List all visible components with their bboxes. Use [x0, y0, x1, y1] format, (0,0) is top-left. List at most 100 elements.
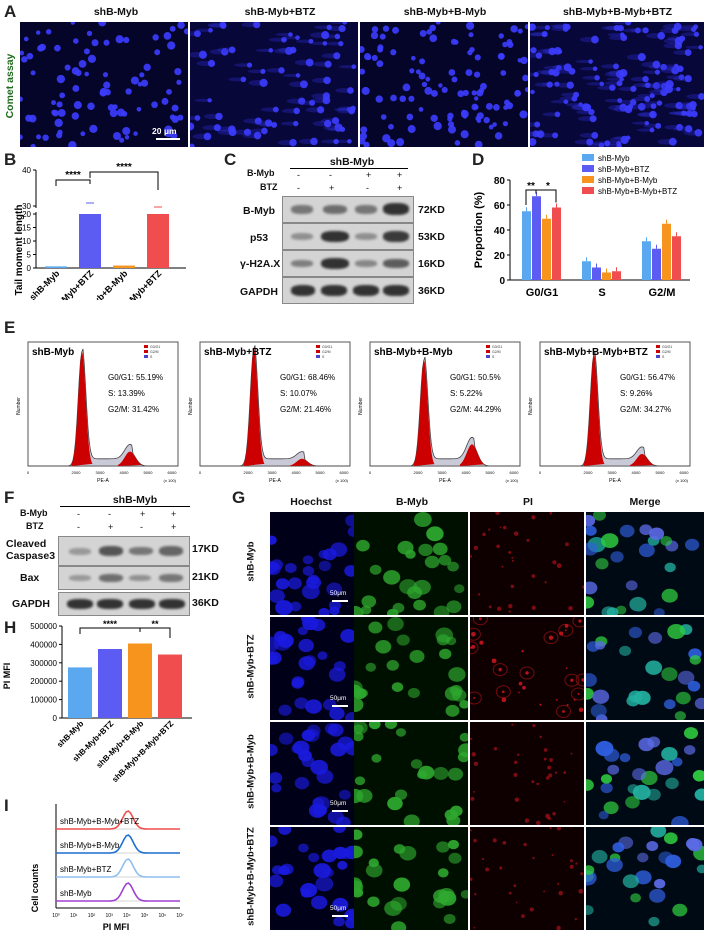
- comet-nucleus: [80, 131, 86, 137]
- comet-nucleus: [119, 137, 125, 143]
- sig-label: *: [546, 181, 550, 192]
- pi-nucleus: [571, 687, 584, 701]
- pi-speckle: [473, 790, 475, 793]
- comet-nucleus: [288, 32, 293, 37]
- comet-nucleus: [140, 79, 149, 87]
- cell-nucleus: [460, 890, 468, 899]
- cell-nucleus: [648, 631, 663, 644]
- pi-speckle: [531, 605, 536, 610]
- comet-nucleus: [617, 98, 623, 104]
- legend-label: shB-Myb+B-Myb+BTZ: [598, 187, 677, 196]
- sign: -: [140, 522, 143, 532]
- comet-nucleus: [264, 119, 273, 127]
- cell-nucleus: [645, 660, 663, 675]
- pi-speckle: [513, 772, 518, 778]
- micrograph: [270, 512, 354, 615]
- sign: -: [77, 522, 80, 532]
- cell-nucleus: [586, 542, 598, 556]
- chart-i-xlabel: PI MFI: [103, 922, 130, 932]
- legend-swatch: [582, 187, 594, 194]
- bar: [532, 196, 541, 280]
- cell-nucleus: [677, 670, 695, 685]
- pi-nucleus: [572, 617, 584, 628]
- cell-nucleus: [300, 888, 312, 898]
- cell-nucleus: [648, 916, 660, 927]
- cell-nucleus: [610, 551, 624, 563]
- x-tick-label: S: [598, 287, 605, 299]
- cell-nucleus: [448, 852, 462, 864]
- cell-nucleus: [391, 682, 404, 692]
- comet-nucleus: [68, 140, 77, 147]
- bar: [582, 261, 591, 280]
- comet-nucleus: [324, 60, 332, 68]
- y-tick-label: 60: [494, 201, 506, 212]
- comet-nucleus: [637, 102, 646, 111]
- comet-nucleus: [136, 106, 142, 112]
- comet-nucleus: [278, 67, 285, 74]
- pi-speckle: [496, 544, 500, 549]
- legend-swatch: [144, 355, 148, 358]
- comet-nucleus: [171, 104, 179, 112]
- pi-speckle: [491, 658, 497, 664]
- scale-bar-label: 50μm: [330, 905, 347, 912]
- pi-speckle: [556, 563, 562, 569]
- comet-assay-side-label: Comet assay: [4, 53, 16, 119]
- pi-speckle: [551, 854, 554, 857]
- g0g1-peak: [71, 352, 93, 466]
- pi-speckle: [508, 891, 512, 895]
- y-tick-label: 0: [53, 714, 58, 723]
- scale-bar: [332, 810, 348, 812]
- g0g1-value: G0/G1: 50.5%: [450, 373, 501, 382]
- cell-nucleus: [661, 746, 678, 761]
- sign: -: [297, 183, 300, 193]
- legend-label: G0/G1: [322, 345, 332, 349]
- legend-label: G0/G1: [662, 345, 672, 349]
- comet-nucleus: [492, 122, 497, 127]
- cell-nucleus: [345, 918, 354, 929]
- pi-speckle: [503, 525, 507, 530]
- comet-nucleus: [390, 49, 397, 56]
- cell-nucleus: [619, 524, 635, 538]
- cell-nucleus: [619, 753, 631, 763]
- comet-nucleus: [89, 124, 98, 133]
- comet-nucleus: [193, 30, 201, 38]
- pi-speckle: [569, 859, 573, 863]
- cell-nucleus: [311, 895, 328, 910]
- comet-nucleus: [682, 111, 687, 116]
- cell-nucleus: [278, 704, 292, 716]
- comet-nucleus: [333, 52, 341, 60]
- blot-c-header-line: [290, 168, 408, 169]
- histogram-title: shB-Myb+B-Myb: [374, 347, 453, 358]
- comet-nucleus: [433, 121, 442, 131]
- comet-nucleus: [98, 22, 107, 27]
- sign: -: [366, 183, 369, 193]
- cell-nucleus: [409, 650, 425, 663]
- y-tick-label: 20: [494, 251, 506, 262]
- comet-nucleus: [272, 106, 279, 113]
- cell-nucleus: [674, 711, 686, 720]
- x-tick-label: 5000: [316, 470, 326, 475]
- cell-nucleus: [336, 816, 351, 825]
- pi-speckle: [574, 918, 578, 921]
- comet-nucleus: [215, 112, 223, 121]
- comet-nucleus: [514, 89, 522, 97]
- comet-nucleus: [70, 22, 76, 25]
- cell-cycle-histogram: shB-Myb+B-Myb G0/G1: 50.5% S: 5.22% G2/M: 4…: [356, 336, 524, 489]
- pi-speckle: [548, 635, 554, 640]
- comet-nucleus: [409, 68, 415, 74]
- pi-nucleus: [470, 641, 479, 655]
- blot-f-header: shB-Myb: [112, 494, 158, 506]
- comet-nucleus: [476, 89, 484, 97]
- cell-nucleus: [275, 903, 292, 917]
- cell-nucleus: [318, 560, 332, 572]
- comet-nucleus: [652, 60, 661, 69]
- x-tick-label: 6000: [510, 470, 520, 475]
- sign: +: [397, 183, 403, 193]
- cell-nucleus: [661, 667, 678, 682]
- comet-nucleus: [316, 106, 325, 114]
- comet-nucleus: [254, 117, 262, 125]
- pi-speckle: [513, 531, 519, 536]
- legend-label: shB-Myb+B-Myb: [598, 176, 658, 185]
- comet-nucleus: [333, 138, 339, 145]
- pi-speckle: [543, 748, 548, 752]
